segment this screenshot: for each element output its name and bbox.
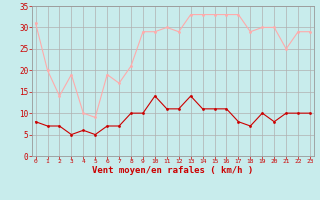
X-axis label: Vent moyen/en rafales ( km/h ): Vent moyen/en rafales ( km/h ) — [92, 166, 253, 175]
